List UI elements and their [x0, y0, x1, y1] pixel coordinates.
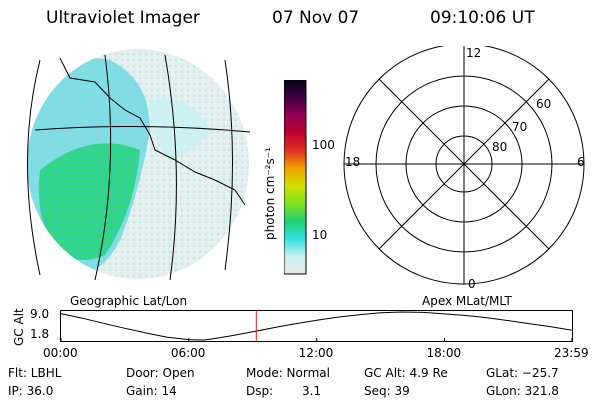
info-mode: Mode: Normal — [246, 366, 330, 380]
alt-ytick-min: 1.8 — [30, 327, 50, 341]
info-gain: Gain: 14 — [126, 384, 177, 398]
instrument-title: Ultraviolet Imager — [46, 8, 200, 28]
colorbar-tick-10: 10 — [312, 228, 328, 242]
apex-label: Apex MLat/MLT — [422, 294, 512, 308]
info-glon: GLon: 321.8 — [486, 384, 559, 398]
info-dsp-value: 3.1 — [302, 384, 322, 398]
geographic-label: Geographic Lat/Lon — [70, 294, 188, 308]
info-seq: Seq: 39 — [364, 384, 410, 398]
info-flt: Flt: LBHL — [8, 366, 62, 380]
alt-ytick-max: 9.0 — [30, 307, 50, 321]
lat-label-80: 80 — [492, 140, 508, 154]
auroral-image — [27, 49, 251, 281]
alt-xtick-label: 06:00 — [170, 346, 206, 360]
alt-xtick-label: 12:00 — [298, 346, 334, 360]
alt-xtick-label: 23:59 — [554, 346, 589, 360]
polar-plot — [343, 46, 585, 285]
info-gc-alt: GC Alt: 4.9 Re — [364, 366, 448, 380]
info-ip: IP: 36.0 — [8, 384, 54, 398]
info-dsp-label: Dsp: — [246, 384, 274, 398]
time-label: 09:10:06 UT — [430, 8, 535, 28]
altitude-series-line — [60, 311, 573, 341]
lat-label-70: 70 — [512, 120, 528, 134]
colorbar — [284, 80, 307, 275]
date-label: 07 Nov 07 — [272, 8, 360, 28]
info-door: Door: Open — [126, 366, 195, 380]
lat-label-60: 60 — [536, 97, 552, 111]
alt-xtick-label: 00:00 — [43, 346, 78, 360]
mlt-label-18: 18 — [345, 155, 361, 169]
colorbar-tick-100: 100 — [312, 138, 335, 152]
mlt-label-12: 12 — [466, 46, 482, 60]
alt-axis-label: GC Alt — [12, 308, 26, 346]
alt-xtick-label: 18:00 — [426, 346, 462, 360]
mlt-label-6: 6 — [577, 155, 585, 169]
mlt-label-0: 0 — [468, 277, 476, 291]
colorbar-label: photon cm⁻²s⁻¹ — [263, 147, 277, 240]
altitude-chart — [60, 310, 573, 342]
info-glat: GLat: −25.7 — [486, 366, 559, 380]
